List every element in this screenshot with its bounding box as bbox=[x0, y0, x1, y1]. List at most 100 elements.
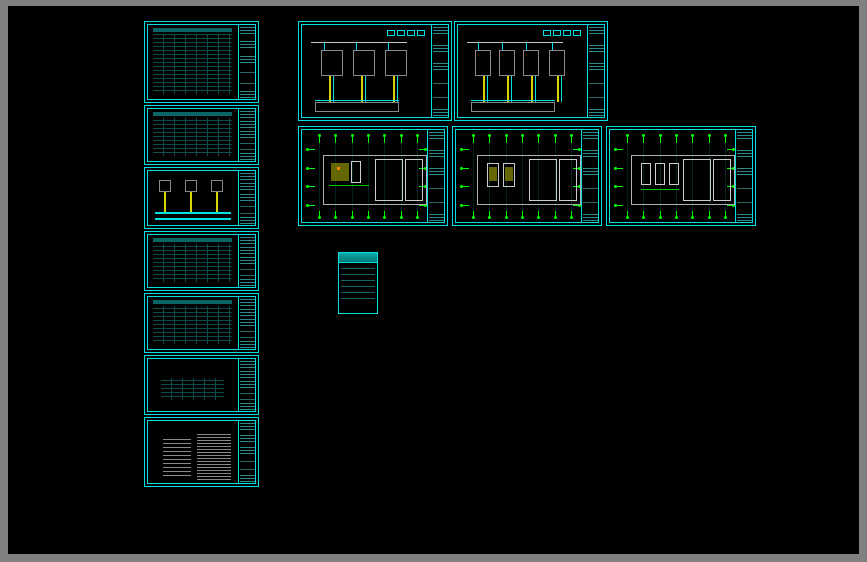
sheet-content bbox=[457, 131, 579, 221]
grid-bubble bbox=[351, 134, 354, 137]
grid-bubble bbox=[724, 216, 727, 219]
grid-bubble bbox=[732, 148, 735, 151]
schematic bbox=[151, 174, 234, 222]
pipe bbox=[388, 42, 389, 50]
table-grid bbox=[161, 378, 224, 400]
pipe bbox=[324, 42, 325, 50]
pipe bbox=[365, 76, 366, 102]
bus bbox=[155, 212, 231, 214]
drawing-sheet-P2[interactable] bbox=[452, 126, 602, 226]
manifold bbox=[315, 102, 399, 112]
grid-bubble bbox=[554, 216, 557, 219]
room bbox=[405, 159, 423, 201]
grid-bubble bbox=[675, 134, 678, 137]
drawing-sheet-L6[interactable] bbox=[144, 355, 259, 415]
grid-bubble bbox=[367, 134, 370, 137]
equipment-block bbox=[385, 50, 407, 76]
room bbox=[529, 159, 557, 201]
equipment-block bbox=[523, 50, 539, 76]
drawing-sheet-L5[interactable] bbox=[144, 293, 259, 353]
equip bbox=[669, 163, 679, 185]
equip-zone bbox=[331, 163, 349, 181]
pipe bbox=[557, 76, 559, 102]
sheet-content bbox=[149, 172, 236, 224]
sheet-content bbox=[303, 26, 429, 116]
grid-bubble bbox=[659, 134, 662, 137]
grid-tick bbox=[309, 205, 315, 206]
wire bbox=[190, 192, 192, 212]
grid-bubble bbox=[460, 167, 463, 170]
grid-bubble bbox=[306, 167, 309, 170]
titleblock bbox=[587, 24, 605, 118]
drawing-sheet-T1[interactable] bbox=[298, 21, 452, 121]
drawing-sheet-L2[interactable] bbox=[144, 105, 259, 165]
grid-bubble bbox=[383, 216, 386, 219]
equipment-block bbox=[211, 180, 223, 192]
pipe bbox=[471, 100, 555, 101]
pipe bbox=[507, 76, 509, 102]
table-header bbox=[153, 238, 232, 242]
pipe bbox=[393, 76, 395, 102]
grid-bubble bbox=[460, 148, 463, 151]
equip-zone bbox=[489, 167, 497, 181]
tag bbox=[417, 30, 425, 36]
grid-axis bbox=[627, 143, 628, 211]
grid-bubble bbox=[505, 216, 508, 219]
cad-canvas[interactable] bbox=[8, 6, 859, 554]
grid-bubble bbox=[318, 216, 321, 219]
drawing-sheet-T2[interactable] bbox=[454, 21, 608, 121]
grid-bubble bbox=[505, 134, 508, 137]
drawing-sheet-P1[interactable] bbox=[298, 126, 448, 226]
room bbox=[375, 159, 403, 201]
grid-bubble bbox=[570, 134, 573, 137]
drawing-sheet-L7[interactable] bbox=[144, 417, 259, 487]
grid-bubble bbox=[626, 216, 629, 219]
grid-bubble bbox=[460, 185, 463, 188]
drawing-sheet-P3[interactable] bbox=[606, 126, 756, 226]
wire bbox=[216, 192, 218, 212]
sheet-content bbox=[149, 110, 236, 160]
grid-bubble bbox=[675, 216, 678, 219]
gutter-right bbox=[859, 0, 867, 562]
grid-bubble bbox=[306, 148, 309, 151]
room bbox=[683, 159, 711, 201]
tag bbox=[397, 30, 405, 36]
sheet-content bbox=[611, 131, 733, 221]
tag bbox=[553, 30, 561, 36]
canvas-wrap bbox=[8, 0, 859, 562]
equipment-block bbox=[475, 50, 491, 76]
pipe bbox=[478, 42, 479, 50]
equip bbox=[641, 163, 651, 185]
equipment-block bbox=[159, 180, 171, 192]
legend-panel[interactable] bbox=[338, 252, 378, 314]
table-grid bbox=[153, 34, 232, 94]
marker bbox=[337, 167, 340, 170]
titleblock bbox=[431, 24, 449, 118]
equipment-block bbox=[321, 50, 343, 76]
grid-bubble bbox=[472, 216, 475, 219]
grid-bubble bbox=[400, 134, 403, 137]
pipe bbox=[487, 76, 488, 102]
pipe bbox=[333, 76, 334, 102]
grid-bubble bbox=[691, 216, 694, 219]
drawing-sheet-L4[interactable] bbox=[144, 231, 259, 291]
grid-bubble bbox=[521, 134, 524, 137]
tag bbox=[407, 30, 415, 36]
bus bbox=[155, 218, 231, 220]
floor-plan bbox=[305, 133, 423, 219]
tag bbox=[563, 30, 571, 36]
drawing-sheet-L1[interactable] bbox=[144, 21, 259, 103]
grid-tick bbox=[309, 149, 315, 150]
table-grid bbox=[153, 118, 232, 156]
grid-bubble bbox=[642, 216, 645, 219]
pipe bbox=[315, 100, 399, 101]
sheet-content bbox=[303, 131, 425, 221]
grid-bubble bbox=[318, 134, 321, 137]
pipe bbox=[552, 42, 553, 50]
grid-bubble bbox=[578, 148, 581, 151]
grid-bubble bbox=[416, 216, 419, 219]
pipe bbox=[561, 76, 562, 102]
grid-bubble bbox=[614, 148, 617, 151]
titleblock bbox=[238, 420, 256, 484]
drawing-sheet-L3[interactable] bbox=[144, 167, 259, 229]
